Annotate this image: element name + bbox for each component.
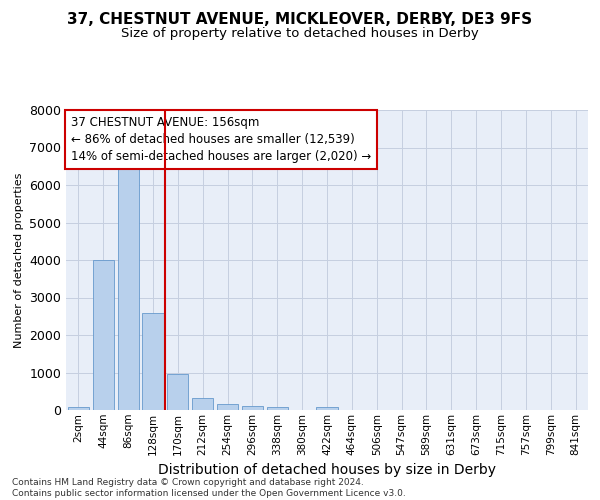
Text: Size of property relative to detached houses in Derby: Size of property relative to detached ho… xyxy=(121,28,479,40)
Text: 37, CHESTNUT AVENUE, MICKLEOVER, DERBY, DE3 9FS: 37, CHESTNUT AVENUE, MICKLEOVER, DERBY, … xyxy=(67,12,533,28)
Y-axis label: Number of detached properties: Number of detached properties xyxy=(14,172,23,348)
Bar xyxy=(316,407,338,410)
Bar xyxy=(217,404,238,410)
Bar xyxy=(68,407,89,410)
Bar xyxy=(93,260,114,410)
Bar xyxy=(142,312,164,410)
Bar xyxy=(267,407,288,410)
Text: 37 CHESTNUT AVENUE: 156sqm
← 86% of detached houses are smaller (12,539)
14% of : 37 CHESTNUT AVENUE: 156sqm ← 86% of deta… xyxy=(71,116,371,163)
Bar xyxy=(192,398,213,410)
Text: Contains HM Land Registry data © Crown copyright and database right 2024.
Contai: Contains HM Land Registry data © Crown c… xyxy=(12,478,406,498)
Bar xyxy=(167,374,188,410)
Bar xyxy=(242,406,263,410)
Bar xyxy=(118,162,139,410)
X-axis label: Distribution of detached houses by size in Derby: Distribution of detached houses by size … xyxy=(158,463,496,477)
